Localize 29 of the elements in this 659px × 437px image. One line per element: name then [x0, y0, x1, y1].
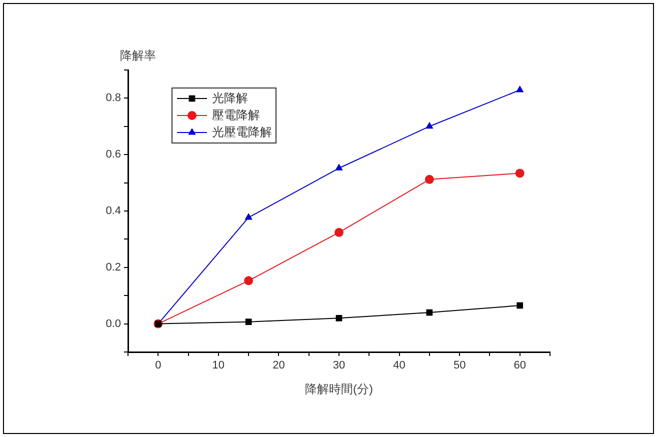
y-tick-label: 0.2 — [106, 261, 121, 274]
point — [426, 122, 434, 129]
point — [516, 86, 524, 92]
point — [515, 168, 524, 178]
point — [426, 309, 433, 316]
y-tick-label: 0.6 — [106, 148, 121, 161]
point — [336, 314, 342, 322]
x-tick-label: 0 — [155, 360, 162, 372]
legend-label: 光壓電降解 — [212, 124, 272, 139]
point — [244, 276, 254, 286]
y-tick-label: 0.8 — [106, 92, 121, 104]
point — [334, 228, 344, 237]
point — [245, 318, 252, 326]
point — [335, 164, 343, 170]
x-axis-title: 降解時間(分) — [305, 382, 373, 396]
point — [424, 174, 434, 184]
point — [516, 302, 524, 309]
x-tick-label: 10 — [212, 360, 225, 372]
y-tick-label: 0.4 — [106, 205, 121, 218]
x-tick-label: 30 — [332, 360, 346, 372]
point — [244, 212, 252, 220]
x-tick-label: 40 — [393, 360, 406, 372]
x-tick-label: 50 — [453, 360, 466, 372]
y-axis-title: 降解率 — [120, 48, 156, 62]
y-tick-label: 0.0 — [106, 318, 121, 330]
x-tick-label: 60 — [514, 360, 526, 372]
legend-label: 壓電降解 — [212, 108, 260, 122]
x-tick-label: 20 — [272, 360, 285, 372]
legend-label: 光降解 — [212, 90, 248, 105]
